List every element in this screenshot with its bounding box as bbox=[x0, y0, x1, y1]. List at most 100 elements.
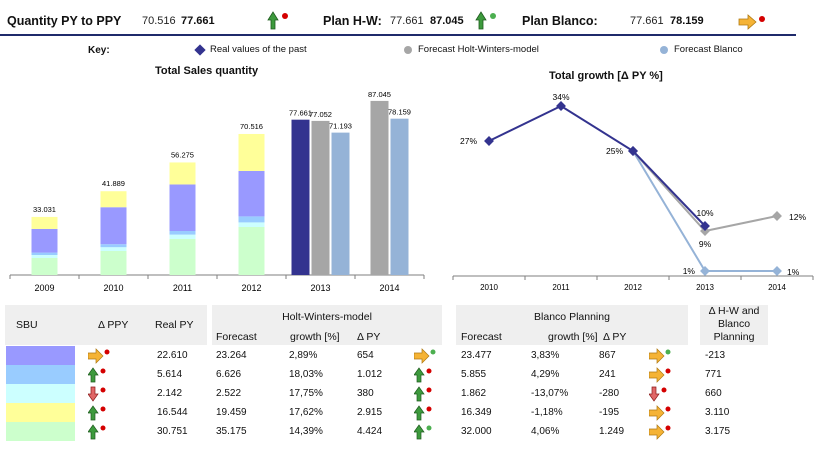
line-x-tick-label: 2011 bbox=[552, 283, 570, 292]
stacked-bar-segment bbox=[31, 216, 58, 229]
arrow-shape bbox=[88, 367, 99, 383]
stacked-bar-segment bbox=[169, 162, 196, 185]
growth-marker bbox=[484, 136, 494, 146]
stacked-bar-segment bbox=[238, 133, 265, 171]
hw-up-arrow-icon bbox=[414, 386, 432, 402]
bar-chart-title: Total Sales quantity bbox=[155, 65, 259, 77]
bar-x-tick-label: 2009 bbox=[34, 283, 54, 293]
bl-forecast-cell: 5.855 bbox=[461, 369, 487, 380]
arrow-shape bbox=[88, 386, 99, 402]
bl-right-arrow-icon bbox=[649, 348, 671, 364]
legend-dot-hw-icon bbox=[404, 46, 412, 54]
hw-growth-cell: 14,39% bbox=[289, 426, 323, 437]
arrow-shape bbox=[649, 424, 665, 440]
stacked-bar-segment bbox=[100, 207, 127, 245]
forecast-bar bbox=[291, 119, 310, 275]
hw-up-arrow-icon bbox=[414, 367, 432, 383]
stacked-bar-segment bbox=[31, 258, 58, 275]
hw-forecast-cell: 6.626 bbox=[216, 369, 242, 380]
growth-data-label: 1% bbox=[787, 267, 800, 277]
table-header-left bbox=[5, 305, 207, 345]
bl-right-arrow-icon bbox=[649, 424, 671, 440]
status-dot bbox=[100, 387, 106, 393]
real-py-cell: 2.142 bbox=[157, 388, 183, 399]
sbu-color-swatch bbox=[6, 403, 75, 422]
growth-series-line bbox=[488, 104, 706, 227]
bl-right-arrow-icon bbox=[649, 367, 671, 383]
growth-marker bbox=[772, 211, 782, 221]
forecast-bar-label: 77.052 bbox=[309, 110, 332, 119]
sbu-color-swatch bbox=[6, 365, 75, 384]
legend-item-real-label: Real values of the past bbox=[210, 44, 307, 55]
bl-forecast-cell: 23.477 bbox=[461, 350, 492, 361]
growth-marker bbox=[628, 146, 638, 156]
real-py-cell: 22.610 bbox=[157, 350, 188, 361]
growth-line-chart: 2010 2011 2012 2013 2014 27% 34% 25% 10% 9% 12% 1% 1… bbox=[452, 92, 814, 292]
sales-bar-chart: 2009 2010 2011 2012 2013 2014 33.031 41.889 56.2… bbox=[9, 90, 425, 293]
kpi-plan-hw-prev: 77.661 bbox=[390, 15, 424, 27]
line-x-tick-label: 2012 bbox=[624, 283, 642, 292]
hw-growth-cell: 2,89% bbox=[289, 350, 318, 361]
hw-up-arrow-icon bbox=[414, 405, 432, 421]
bar-x-tick-label: 2012 bbox=[241, 283, 261, 293]
stacked-bar-segment bbox=[169, 184, 196, 231]
bl-dpy-cell: 867 bbox=[599, 350, 616, 361]
arrow-shape bbox=[414, 348, 430, 364]
status-dot bbox=[426, 406, 432, 412]
diff-cell: 3.175 bbox=[705, 426, 731, 437]
stacked-bar-segment bbox=[100, 244, 127, 248]
kpi-qty-curr: 77.661 bbox=[181, 15, 215, 27]
sbu-color-swatch bbox=[6, 422, 75, 441]
hw-growth-cell: 17,75% bbox=[289, 388, 323, 399]
line-x-tick-label: 2013 bbox=[696, 283, 714, 292]
stacked-bar-segment bbox=[169, 231, 196, 235]
dppy-down-arrow-icon bbox=[88, 386, 106, 402]
dppy-up-arrow-icon bbox=[88, 405, 106, 421]
bl-growth-cell: 4,06% bbox=[531, 426, 560, 437]
legend-item-real: Real values of the past bbox=[194, 44, 307, 56]
kpi-qty-label: Quantity PY to PPY bbox=[7, 14, 122, 28]
kpi-qty-indicator-icon bbox=[267, 11, 288, 30]
dppy-right-arrow-icon bbox=[88, 348, 110, 364]
growth-data-label: 25% bbox=[606, 146, 623, 156]
hw-up-arrow-icon bbox=[414, 424, 432, 440]
stacked-bar-segment bbox=[100, 251, 127, 275]
status-dot bbox=[104, 349, 110, 355]
forecast-bar bbox=[370, 100, 389, 275]
kpi-plan-hw-label: Plan H-W: bbox=[323, 14, 382, 28]
kpi-plan-hw-indicator-icon bbox=[475, 11, 496, 30]
header-real-py: Real PY bbox=[155, 319, 194, 331]
hw-growth-cell: 18,03% bbox=[289, 369, 323, 380]
status-dot bbox=[665, 406, 671, 412]
forecast-bar-label: 87.045 bbox=[368, 90, 391, 99]
dppy-up-arrow-icon bbox=[88, 424, 106, 440]
table-header-hw bbox=[212, 305, 442, 345]
bar-total-label: 56.275 bbox=[171, 150, 194, 159]
stacked-bar-segment bbox=[238, 170, 265, 217]
bl-growth-cell: 4,29% bbox=[531, 369, 560, 380]
arrow-shape bbox=[649, 405, 665, 421]
growth-marker bbox=[772, 266, 782, 276]
status-dot bbox=[100, 406, 106, 412]
header-blanco-group: Blanco Planning bbox=[534, 311, 610, 323]
legend-item-hw: Forecast Holt-Winters-model bbox=[404, 44, 539, 55]
bar-x-tick-label: 2014 bbox=[379, 283, 399, 293]
bl-growth-cell: 3,83% bbox=[531, 350, 560, 361]
growth-marker bbox=[700, 266, 710, 276]
bl-forecast-cell: 32.000 bbox=[461, 426, 492, 437]
arrow-shape bbox=[88, 424, 99, 440]
hw-dpy-cell: 1.012 bbox=[357, 369, 383, 380]
hw-dpy-cell: 654 bbox=[357, 350, 374, 361]
sbu-color-swatch bbox=[6, 384, 75, 403]
arrow-shape bbox=[649, 348, 665, 364]
bl-dpy-cell: -195 bbox=[599, 407, 620, 418]
kpi-plan-blanco-curr: 78.159 bbox=[670, 15, 704, 27]
arrow-shape bbox=[414, 405, 425, 421]
status-dot bbox=[426, 425, 432, 431]
growth-data-label: 27% bbox=[460, 136, 477, 146]
kpi-plan-hw-curr: 87.045 bbox=[430, 15, 464, 27]
hw-forecast-cell: 19.459 bbox=[216, 407, 247, 418]
header-diff: Δ H-W and Blanco Planning bbox=[708, 305, 760, 343]
header-sbu: SBU bbox=[16, 319, 38, 331]
real-py-cell: 5.614 bbox=[157, 369, 183, 380]
